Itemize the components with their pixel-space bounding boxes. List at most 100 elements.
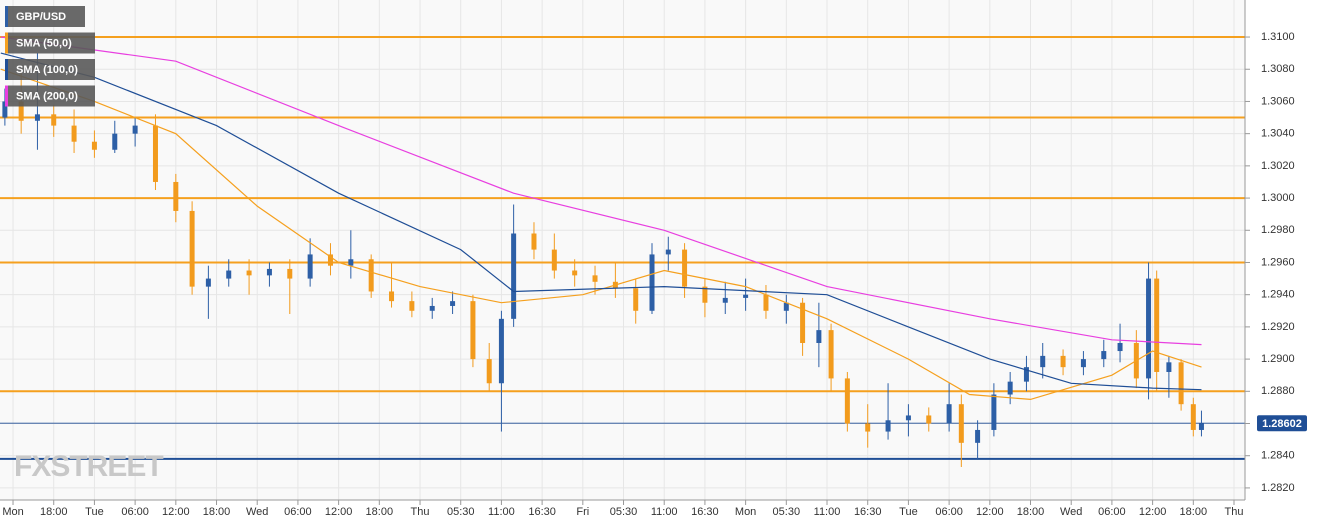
candle-body (702, 286, 708, 303)
candle-body (71, 125, 77, 142)
legend-swatch (5, 85, 8, 107)
x-tick-label: Tue (85, 506, 104, 518)
candle-body (800, 302, 806, 343)
candle-body (409, 301, 415, 311)
sma-line (0, 36, 1202, 346)
x-tick-label: 18:00 (1017, 506, 1045, 518)
sma-line (0, 52, 1202, 391)
candle-body (975, 429, 981, 443)
legend-box (5, 32, 95, 54)
candle-body (246, 270, 252, 276)
candle-body (91, 141, 97, 150)
candle-body (1166, 362, 1172, 372)
y-tick-label: 1.3080 (1261, 63, 1295, 75)
legend-label: SMA (200,0) (16, 90, 78, 102)
candle-body (205, 278, 211, 287)
y-tick-label: 1.3000 (1261, 192, 1295, 204)
x-tick-label: Thu (411, 506, 430, 518)
candle-body (958, 404, 964, 443)
candle-body (1023, 367, 1029, 382)
candle-body (34, 114, 40, 121)
watermark: FXSTREET (14, 450, 163, 483)
y-tick-label: 1.2900 (1261, 353, 1295, 365)
x-tick-label: 11:00 (488, 506, 515, 518)
candle-body (665, 249, 671, 255)
candle-body (885, 420, 891, 432)
candle-body (266, 268, 272, 276)
y-tick-label: 1.2840 (1261, 450, 1295, 462)
x-tick-label: 16:30 (854, 506, 882, 518)
legend-box (5, 85, 95, 107)
x-tick-label: 12:00 (976, 506, 1004, 518)
candle-body (991, 394, 997, 430)
candle-body (722, 297, 728, 303)
candle-body (486, 359, 492, 384)
candle-body (682, 249, 688, 287)
last-price-tag (1257, 415, 1307, 432)
candle-body (112, 133, 118, 150)
candle-body (189, 210, 195, 287)
candle-body (592, 275, 598, 282)
candle-body (1101, 351, 1107, 360)
legend-label: GBP/USD (16, 11, 66, 23)
x-tick-label: Tue (899, 506, 918, 518)
candle-body (226, 270, 232, 279)
candle-body (51, 114, 57, 126)
y-tick-label: 1.2820 (1261, 482, 1295, 494)
x-tick-label: 05:30 (610, 506, 638, 518)
candle-body (327, 254, 333, 266)
legend-label: SMA (100,0) (16, 64, 78, 76)
legend-swatch (5, 6, 8, 27)
x-tick-label: 06:00 (1098, 506, 1126, 518)
candle-body (763, 294, 769, 311)
candle-body (633, 288, 639, 311)
sma-line (0, 68, 1202, 401)
candle-body (905, 415, 911, 421)
x-tick-label: 12:00 (1139, 506, 1167, 518)
x-tick-label: 12:00 (325, 506, 353, 518)
candle-body (450, 301, 456, 306)
x-tick-label: Thu (1225, 506, 1244, 518)
x-tick-label: 18:00 (1180, 506, 1208, 518)
last-price-label: 1.28602 (1262, 418, 1302, 430)
y-tick-label: 1.3060 (1261, 95, 1295, 107)
candle-body (1178, 362, 1184, 405)
candle-body (844, 378, 850, 424)
x-tick-label: 18:00 (40, 506, 68, 518)
x-tick-label: Mon (2, 506, 23, 518)
legend-swatch (5, 59, 8, 80)
candle-body (1060, 355, 1066, 368)
x-tick-label: 16:30 (691, 506, 719, 518)
x-tick-label: Wed (246, 506, 268, 518)
x-tick-label: Mon (735, 506, 756, 518)
candle-body (649, 254, 655, 311)
y-tick-label: 1.2940 (1261, 289, 1295, 301)
candle-body (368, 259, 374, 292)
y-tick-label: 1.2880 (1261, 385, 1295, 397)
x-tick-label: 12:00 (162, 506, 190, 518)
candle-body (389, 291, 395, 302)
candle-body (1146, 278, 1152, 379)
y-tick-label: 1.2980 (1261, 224, 1295, 236)
plot-background (0, 0, 1245, 500)
candle-body (307, 254, 313, 279)
candle-body (926, 415, 932, 424)
candle-body (348, 259, 354, 266)
candle-body (287, 268, 293, 279)
x-tick-label: 11:00 (651, 506, 678, 518)
y-tick-label: 1.3100 (1261, 31, 1295, 43)
x-tick-label: 05:30 (773, 506, 801, 518)
y-tick-label: 1.2960 (1261, 256, 1295, 268)
candle-body (429, 305, 435, 311)
candle-body (2, 101, 8, 118)
x-tick-label: 06:00 (121, 506, 149, 518)
candle-body (1154, 278, 1160, 372)
candle-body (1190, 404, 1196, 430)
legend-box (5, 6, 85, 27)
candle-body (470, 301, 476, 360)
candle-body (783, 302, 789, 311)
candle-body (1080, 359, 1086, 368)
candle-body (498, 318, 504, 384)
candle-body (828, 330, 834, 379)
